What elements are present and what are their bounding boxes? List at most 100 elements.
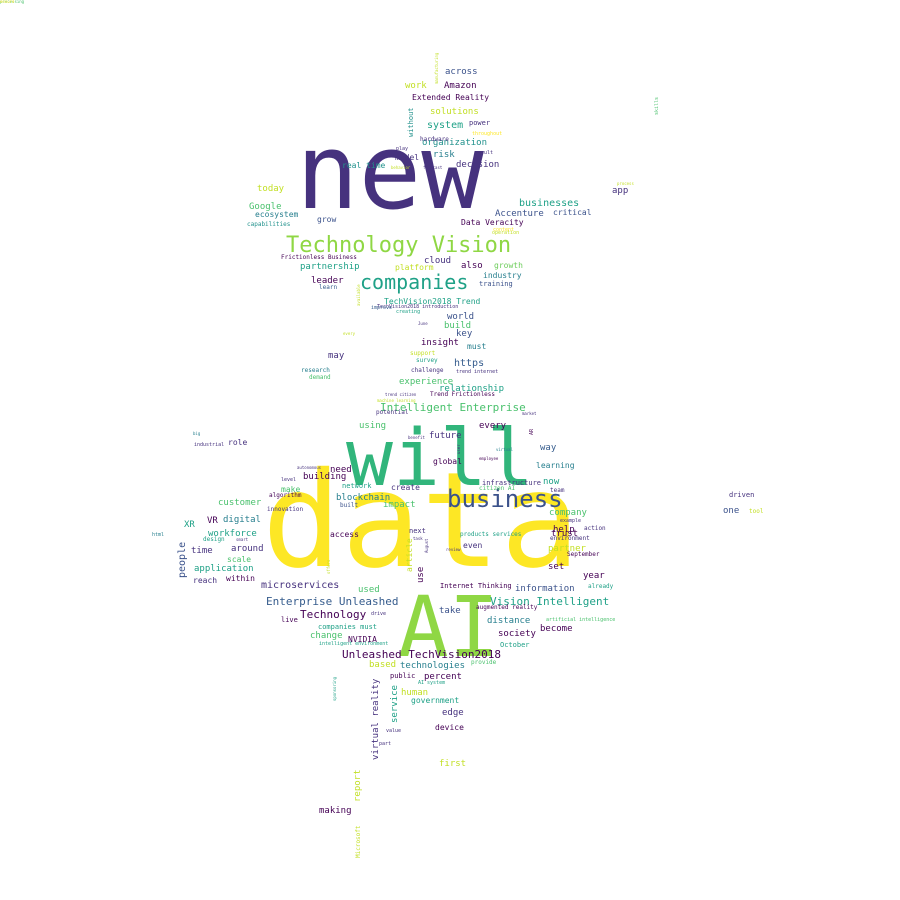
cloud-word: information bbox=[515, 584, 575, 594]
cloud-word: making bbox=[319, 806, 352, 816]
cloud-word: operation bbox=[492, 230, 520, 236]
cloud-word: risk bbox=[433, 150, 455, 160]
cloud-word: research bbox=[301, 367, 330, 374]
cloud-word: Internet Thinking bbox=[440, 582, 512, 590]
cloud-word: may bbox=[328, 351, 345, 361]
cloud-word: training bbox=[479, 280, 513, 288]
cloud-word: first bbox=[439, 759, 467, 769]
cloud-word: article bbox=[405, 538, 414, 572]
cloud-word: device bbox=[435, 723, 464, 732]
cloud-word: autonomous bbox=[297, 465, 322, 470]
cloud-word: digital bbox=[223, 515, 261, 525]
cloud-word: html bbox=[152, 532, 165, 538]
cloud-word: service bbox=[390, 685, 400, 723]
cloud-word: world bbox=[447, 312, 475, 322]
cloud-word: built bbox=[340, 502, 359, 509]
cloud-word: companies bbox=[360, 270, 469, 294]
cloud-word: Technology Vision bbox=[286, 233, 512, 258]
cloud-word: used bbox=[358, 585, 380, 595]
cloud-word: Microsoft bbox=[355, 825, 362, 858]
cloud-word: industry bbox=[483, 271, 522, 280]
cloud-word: Accenture bbox=[495, 209, 544, 219]
cloud-word: partnership bbox=[300, 262, 360, 272]
cloud-word: network bbox=[342, 482, 372, 490]
cloud-word: big bbox=[193, 431, 201, 436]
cloud-word: virtual bbox=[496, 447, 513, 452]
cloud-word: trend internet bbox=[456, 369, 499, 375]
cloud-word: solutions bbox=[430, 107, 479, 117]
cloud-word: today bbox=[257, 184, 285, 194]
cloud-word: organization bbox=[422, 138, 488, 148]
cloud-word: now bbox=[543, 477, 560, 487]
cloud-word: augmented reality bbox=[476, 604, 538, 611]
cloud-word: make bbox=[281, 485, 301, 494]
cloud-word: virtual reality bbox=[371, 678, 381, 760]
cloud-word: hardware bbox=[420, 136, 449, 143]
cloud-word: August bbox=[424, 538, 429, 553]
cloud-word: distance bbox=[487, 616, 531, 626]
cloud-word: year bbox=[583, 571, 605, 581]
cloud-word: manufacturing bbox=[434, 52, 439, 84]
cloud-word: review bbox=[446, 547, 461, 552]
cloud-word: across bbox=[445, 67, 478, 77]
cloud-word: potential bbox=[376, 409, 409, 416]
cloud-word: industrial bbox=[194, 442, 225, 448]
cloud-word: improve bbox=[371, 305, 393, 311]
cloud-word: experience bbox=[399, 377, 454, 387]
cloud-word: also bbox=[461, 261, 483, 271]
cloud-word: machine learning bbox=[377, 398, 416, 403]
cloud-word: Trend Frictionless bbox=[430, 391, 496, 398]
cloud-word: report bbox=[353, 769, 363, 802]
cloud-word: AI bbox=[398, 578, 500, 676]
cloud-word: live bbox=[281, 616, 298, 624]
cloud-word: way bbox=[540, 443, 557, 453]
cloud-word: Vision Intelligent bbox=[490, 595, 610, 608]
cloud-word: set bbox=[548, 562, 565, 572]
cloud-word: TechVision2018 introduction bbox=[377, 304, 459, 310]
cloud-word: part bbox=[379, 741, 392, 747]
cloud-word: access bbox=[330, 530, 359, 539]
cloud-word: VR bbox=[207, 516, 218, 526]
cloud-word: tool bbox=[749, 508, 764, 515]
cloud-word: result bbox=[475, 150, 494, 156]
cloud-word: become bbox=[540, 624, 573, 634]
cloud-word: TechVision2018 Trend bbox=[384, 297, 481, 306]
cloud-word: change bbox=[310, 631, 343, 641]
cloud-word: process bbox=[617, 181, 634, 186]
cloud-word: demand bbox=[309, 374, 331, 381]
cloud-word: AI system bbox=[418, 680, 446, 686]
cloud-word: learning bbox=[536, 461, 575, 470]
cloud-word: take bbox=[439, 606, 461, 616]
cloud-word: June bbox=[418, 321, 428, 326]
cloud-word: Data Veracity bbox=[461, 218, 524, 227]
cloud-word: even bbox=[463, 541, 483, 550]
cloud-word: every bbox=[343, 331, 356, 336]
cloud-word: Unleashed TechVision2018 bbox=[342, 648, 501, 661]
cloud-word: processing bbox=[0, 0, 25, 4]
cloud-word: Google bbox=[249, 202, 282, 212]
cloud-word: customer bbox=[218, 498, 262, 508]
cloud-word: environment bbox=[550, 535, 590, 542]
cloud-word: drive bbox=[371, 611, 387, 617]
cloud-word: AR bbox=[529, 428, 535, 435]
cloud-word: throughout bbox=[472, 131, 503, 137]
cloud-word: Technology bbox=[300, 608, 367, 621]
cloud-word: business bbox=[447, 485, 563, 513]
cloud-word: help bbox=[553, 525, 575, 535]
cloud-word: growth bbox=[494, 261, 523, 270]
cloud-word: citizen AI bbox=[479, 485, 516, 492]
cloud-word: behavior bbox=[391, 165, 411, 170]
cloud-word: based bbox=[369, 660, 397, 670]
cloud-word: workforce bbox=[208, 529, 257, 539]
cloud-word: every bbox=[479, 421, 507, 431]
cloud-word: impact bbox=[383, 500, 416, 510]
cloud-word: using bbox=[359, 421, 387, 431]
cloud-word: scale bbox=[227, 555, 252, 564]
cloud-word: ecosystem bbox=[255, 210, 299, 219]
cloud-word: blockchain bbox=[336, 493, 391, 503]
cloud-word: Enterprise Unleashed bbox=[266, 595, 399, 608]
cloud-word: human bbox=[401, 688, 429, 698]
cloud-word: user bbox=[456, 444, 461, 454]
cloud-word: play bbox=[396, 146, 409, 152]
cloud-word: government bbox=[411, 696, 460, 705]
